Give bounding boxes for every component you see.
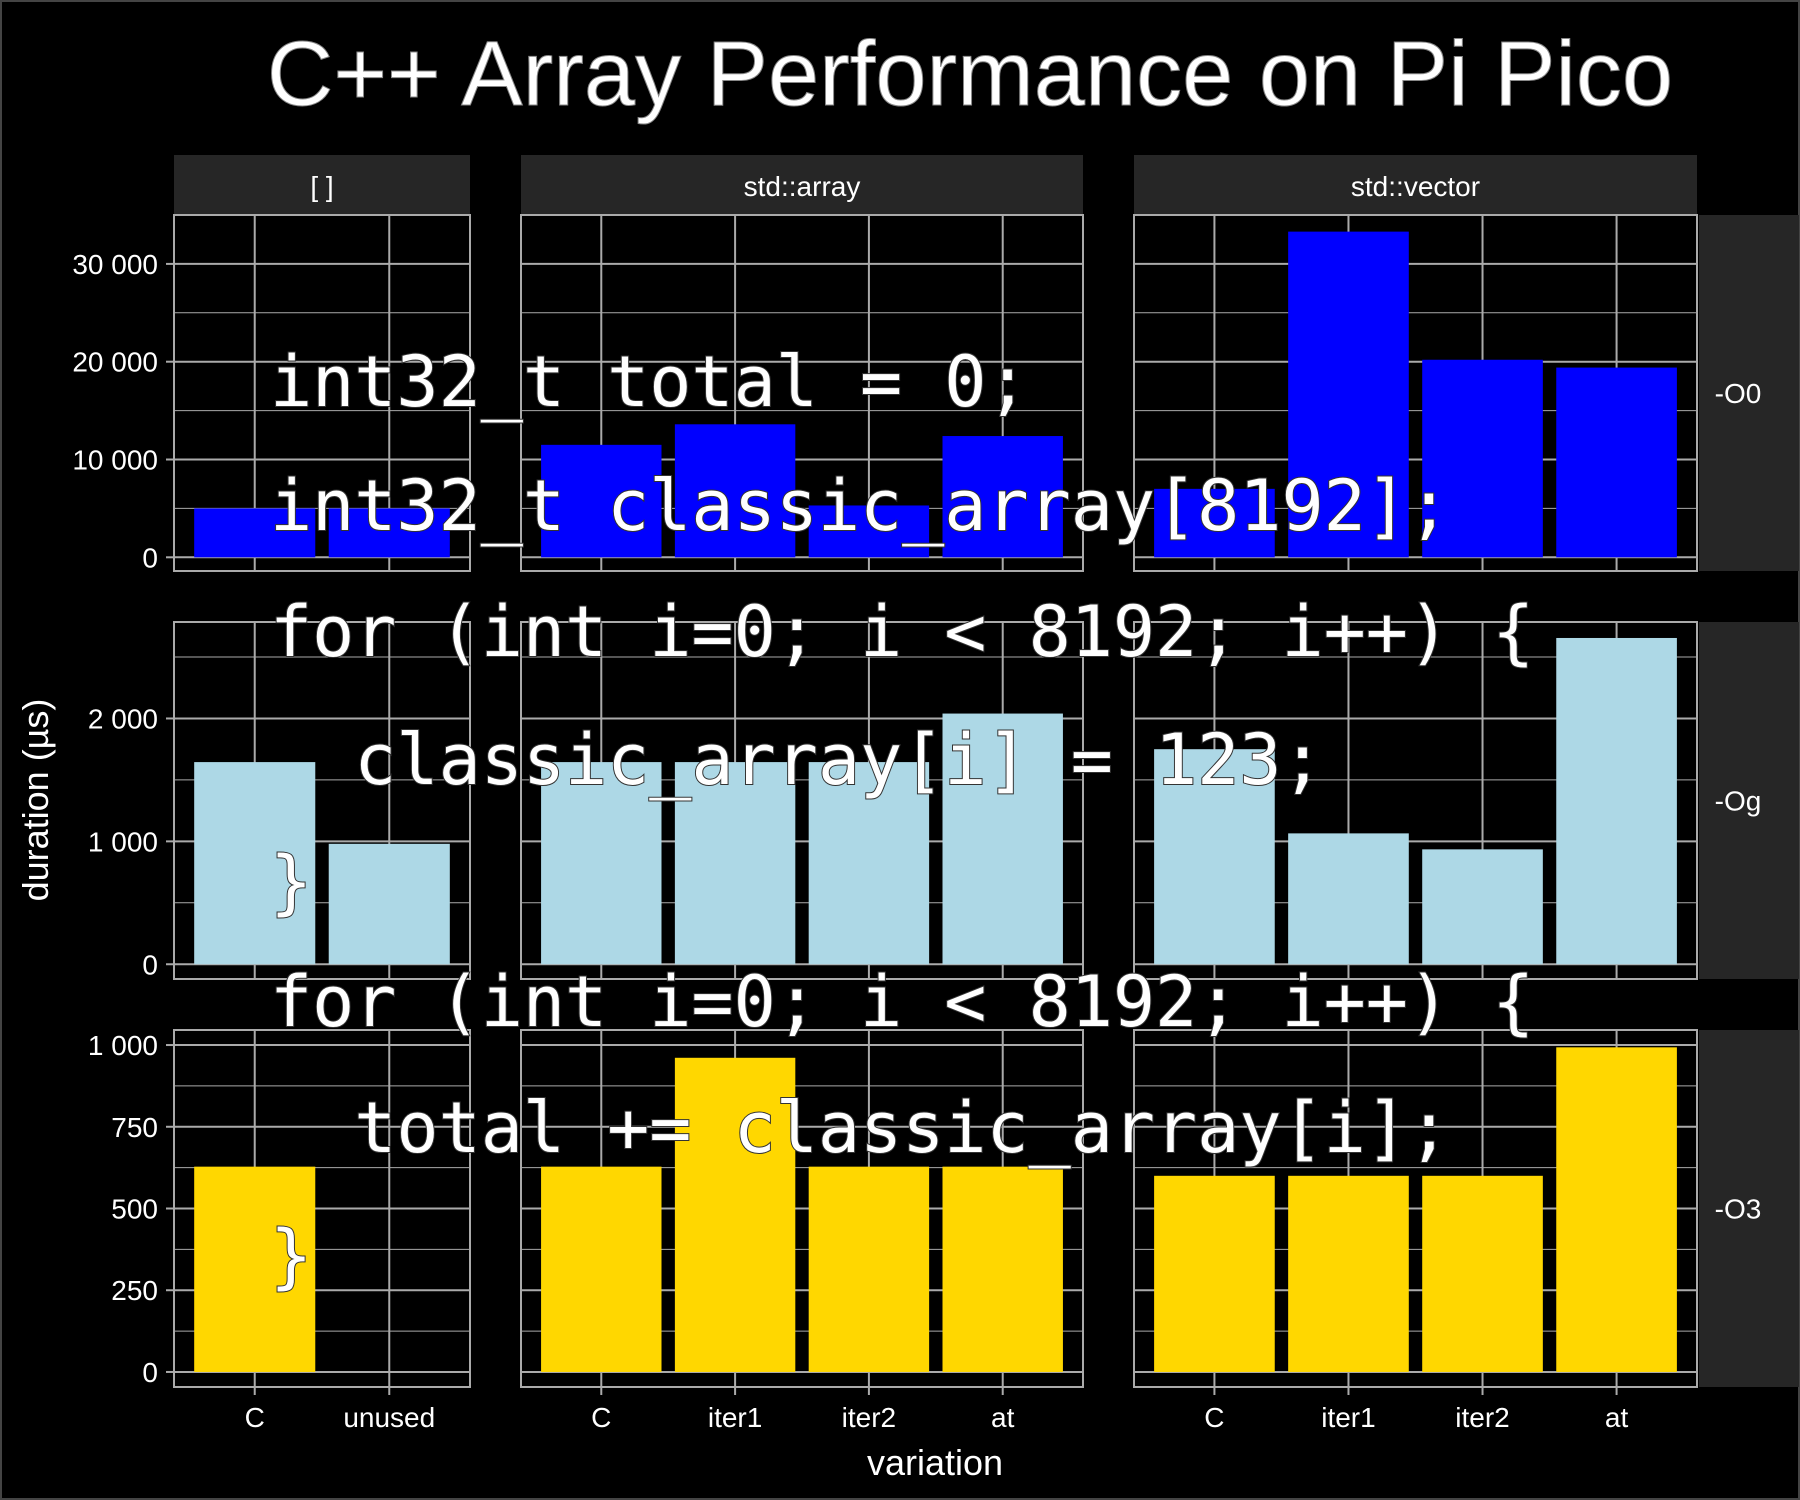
facet-strip-label: std::vector — [1351, 171, 1480, 202]
x-tick-label: unused — [343, 1402, 435, 1433]
code-line: int32_t total = 0; — [270, 341, 1029, 423]
bar — [194, 1166, 316, 1372]
bar — [1288, 231, 1409, 558]
chart-title: C++ Array Performance on Pi Pico — [267, 23, 1673, 125]
y-tick-label: 0 — [142, 949, 158, 980]
bar — [942, 1166, 1063, 1372]
y-tick-label: 0 — [142, 542, 158, 573]
bar — [328, 508, 450, 558]
facet-strip — [1699, 1030, 1799, 1387]
y-tick-label: 500 — [111, 1194, 158, 1225]
bar — [194, 762, 316, 965]
bar — [1154, 488, 1275, 558]
bar — [1288, 1175, 1409, 1372]
bar — [674, 1057, 796, 1372]
y-tick-label: 1 000 — [88, 1030, 158, 1061]
y-axis-title: duration (µs) — [15, 699, 56, 902]
x-tick-label: iter2 — [842, 1402, 896, 1433]
facet-strip — [1134, 155, 1697, 215]
panels: [ ] std::array std::vector-O00 10 000 20 000… — [72, 155, 1799, 1433]
x-tick-label: iter2 — [1455, 1402, 1509, 1433]
bar — [1556, 367, 1677, 558]
code-line: classic_array[i] = 123; — [270, 719, 1324, 801]
bar — [1556, 1047, 1677, 1372]
y-tick-label: 30 000 — [72, 249, 158, 280]
facet-strip — [521, 155, 1083, 215]
x-tick-label: C — [591, 1402, 611, 1433]
bar — [674, 424, 796, 558]
x-tick-label: at — [1605, 1402, 1629, 1433]
code-line: for (int i=0; i < 8192; i++) { — [270, 961, 1534, 1043]
bar — [942, 436, 1063, 558]
y-tick-label: 10 000 — [72, 445, 158, 476]
x-tick-label: at — [991, 1402, 1015, 1433]
x-tick-label: iter1 — [708, 1402, 762, 1433]
y-tick-label: 2 000 — [88, 703, 158, 734]
y-tick-label: 250 — [111, 1275, 158, 1306]
code-overlay: int32_t total = 0; int32_t classic_array… — [269, 340, 1535, 1298]
bar — [1154, 1175, 1275, 1372]
code-line: total += classic_array[i]; — [270, 1087, 1450, 1169]
code-line: } — [270, 1215, 312, 1297]
bar — [1154, 749, 1275, 965]
facet-strip — [1699, 215, 1799, 571]
facet-strip-label: -O0 — [1715, 378, 1762, 409]
y-tick-label: 750 — [111, 1112, 158, 1143]
bar — [674, 762, 796, 965]
facet-strip-label: -O3 — [1715, 1194, 1762, 1225]
bar — [1422, 359, 1543, 558]
x-axis-title: variation — [867, 1442, 1003, 1483]
bar — [1422, 849, 1543, 965]
bar — [808, 505, 930, 558]
bar — [1288, 833, 1409, 965]
x-tick-label: C — [1204, 1402, 1224, 1433]
code-line: for (int i=0; i < 8192; i++) { — [270, 591, 1534, 673]
facet-strip — [1699, 622, 1799, 979]
facet-strip-label: std::array — [744, 171, 861, 202]
bar — [942, 713, 1063, 965]
y-tick-label: 1 000 — [88, 826, 158, 857]
bar — [541, 1166, 662, 1372]
bar — [808, 1166, 930, 1372]
facet-strip-label: [ ] — [310, 171, 333, 202]
bar — [541, 444, 662, 558]
x-tick-label: iter1 — [1321, 1402, 1375, 1433]
code-line: int32_t classic_array[8192]; — [270, 465, 1450, 547]
facet-strip — [174, 155, 470, 215]
bar — [808, 762, 930, 965]
x-tick-label: C — [245, 1402, 265, 1433]
y-tick-label: 20 000 — [72, 347, 158, 378]
code-line: } — [270, 841, 312, 923]
bar — [1422, 1175, 1543, 1372]
y-tick-label: 0 — [142, 1357, 158, 1388]
bar — [1556, 637, 1677, 965]
bar — [194, 508, 316, 558]
facet-strip-label: -Og — [1715, 786, 1762, 817]
bar — [328, 843, 450, 965]
bar — [541, 762, 662, 965]
